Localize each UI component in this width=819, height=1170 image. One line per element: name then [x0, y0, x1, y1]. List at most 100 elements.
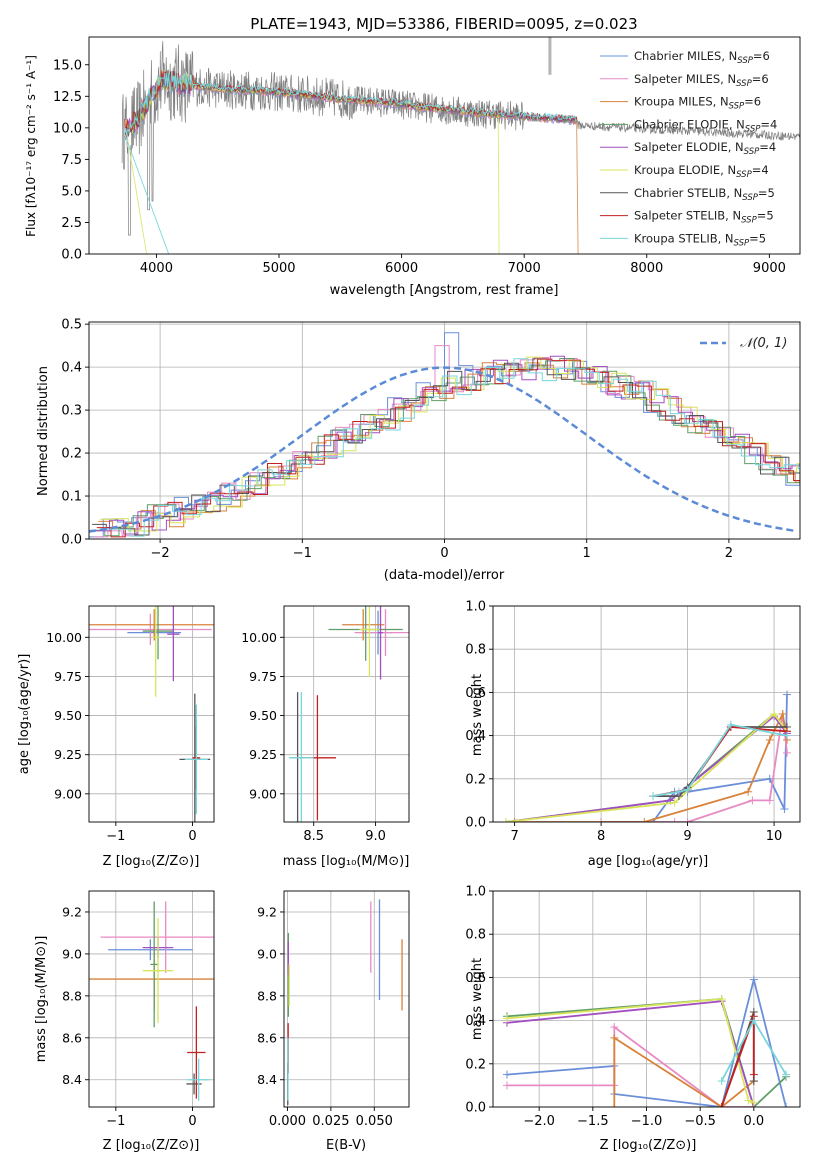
- y-tick-label: 0.8: [465, 643, 486, 658]
- legend-suffix: =5: [758, 186, 775, 200]
- age-vs-mass-plot: 8.5 9.0 9.00 9.25 9.50 9.75 10.00: [241, 605, 410, 844]
- legend-entry-salpeter_miles: Salpeter MILES, NSSP=6: [634, 72, 769, 89]
- legend-sub: SSP: [736, 170, 752, 180]
- legend-sub: SSP: [734, 238, 750, 248]
- y-tick-label: 9.2: [257, 904, 277, 919]
- weight-vs-z-xlabel: Z [log₁₀(Z/Z⊙)]: [600, 1138, 697, 1153]
- mass-vs-ebv-xlabel: E(B-V): [326, 1138, 366, 1153]
- x-tick-label: 7000: [508, 261, 541, 276]
- y-tick-label: 10.0: [53, 121, 82, 136]
- legend-sub: SSP: [744, 147, 760, 157]
- legend-suffix: =4: [759, 140, 776, 154]
- age-vs-z-plot: −1 0 9.00 9.25 9.50 9.75 10.00: [46, 605, 215, 844]
- residual-xlabel: (data-model)/error: [384, 568, 505, 583]
- y-tick-label: 9.00: [249, 786, 277, 801]
- axes-frame: [283, 605, 410, 823]
- x-tick-label: 0.000: [269, 1114, 306, 1129]
- x-tick-label: −1.0: [631, 1114, 663, 1129]
- y-tick-label: 10.00: [241, 630, 277, 645]
- legend-suffix: =5: [757, 209, 774, 223]
- weight-line-kroupa_miles: [514, 711, 788, 822]
- x-tick-label: 0: [188, 1114, 196, 1129]
- histogram-lines: [89, 332, 800, 538]
- legend-name: Kroupa STELIB, N: [634, 231, 734, 245]
- y-tick-label: 0.6: [465, 971, 486, 986]
- mass-vs-z-xlabel: Z [log₁₀(Z/Z⊙)]: [103, 1138, 200, 1153]
- y-tick-label: 8.8: [257, 988, 277, 1003]
- legend-sub: SSP: [745, 124, 761, 134]
- x-tick-label: −1.5: [577, 1114, 609, 1129]
- y-tick-label: 0.4: [465, 1014, 486, 1029]
- weight-vs-age-xlabel: age [log₁₀(age/yr)]: [588, 854, 709, 869]
- hist-chabrier_miles: [89, 332, 800, 538]
- axes-frame: [88, 321, 801, 540]
- x-tick-label: 8000: [630, 261, 663, 276]
- y-tick-label: 9.0: [62, 946, 82, 961]
- gaussian-curve: [89, 366, 798, 533]
- x-tick-label: 9: [683, 829, 691, 844]
- y-tick-label: 9.00: [54, 786, 82, 801]
- y-tick-label: 0.0: [465, 816, 486, 831]
- mass-vs-z-plot: −1 0 8.4 8.6 8.8 9.0 9.2: [62, 890, 215, 1129]
- x-tick-label: 0: [188, 829, 196, 844]
- y-tick-label: 0.1: [61, 490, 82, 505]
- y-tick-label: 1.0: [465, 885, 486, 900]
- y-tick-label: 9.50: [54, 708, 82, 723]
- x-tick-label: 4000: [140, 261, 173, 276]
- legend-sub: SSP: [729, 102, 745, 112]
- weight-vs-z-ylabel: mass weight: [470, 958, 485, 1040]
- y-tick-label: 0.4: [61, 361, 82, 376]
- weight-line-kroupa_elodie: [505, 712, 788, 822]
- y-tick-label: 0.2: [61, 447, 82, 462]
- weight-lines: [502, 975, 791, 1107]
- y-tick-label: 1.0: [465, 600, 486, 615]
- legend-entry-chabrier_miles: Chabrier MILES, NSSP=6: [634, 49, 770, 66]
- weight-lines: [501, 690, 792, 822]
- x-tick-label: 7: [510, 829, 518, 844]
- x-tick-label: 2: [725, 546, 733, 561]
- y-tick-label: 9.50: [249, 708, 277, 723]
- y-tick-label: 5.0: [61, 184, 82, 199]
- y-tick-label: 9.25: [54, 747, 82, 762]
- legend-entry-salpeter_stelib: Salpeter STELIB, NSSP=5: [634, 209, 774, 226]
- legend-sub: SSP: [741, 216, 757, 226]
- observed-spectrum-line: [121, 41, 800, 236]
- x-tick-label: 9.0: [365, 829, 386, 844]
- weight-line-chabrier_miles: [506, 979, 787, 1107]
- hist-salpeter_stelib: [96, 358, 800, 538]
- weight-line-kroupa_miles: [613, 1036, 755, 1107]
- legend-entry-chabrier_elodie: Chabrier ELODIE, NSSP=4: [634, 117, 777, 134]
- x-tick-label: 6000: [385, 261, 418, 276]
- weight-vs-z-plot: −2.0 −1.5 −1.0 −0.5 0.0 0.0 0.2 0.4 0.6 0.8 1.0: [465, 885, 801, 1129]
- legend-suffix: =4: [752, 163, 769, 177]
- x-tick-label: 0: [440, 546, 448, 561]
- axes-frame: [88, 605, 215, 823]
- y-tick-label: 10.00: [46, 630, 82, 645]
- weight-vs-age-ylabel: mass weight: [470, 674, 485, 756]
- errorbars: [89, 606, 214, 822]
- x-tick-label: −2.0: [523, 1114, 555, 1129]
- y-tick-label: 8.4: [62, 1072, 82, 1087]
- legend-name: Salpeter STELIB, N: [634, 209, 741, 223]
- y-tick-label: 0.8: [465, 928, 486, 943]
- legend-entry-salpeter_elodie: Salpeter ELODIE, NSSP=4: [634, 140, 776, 157]
- age-vs-z-xlabel: Z [log₁₀(Z/Z⊙)]: [103, 854, 200, 869]
- legend-name: Chabrier MILES, N: [634, 49, 737, 63]
- x-tick-label: −2: [151, 546, 170, 561]
- residual-ylabel: Normed distribution: [36, 366, 51, 496]
- y-tick-label: 12.5: [53, 90, 82, 105]
- errorbars: [89, 901, 214, 1101]
- x-tick-label: 10: [766, 829, 783, 844]
- y-tick-label: 8.6: [62, 1030, 82, 1045]
- legend-suffix: =6: [752, 72, 769, 86]
- spectrum-xlabel: wavelength [Angstrom, rest frame]: [330, 283, 559, 298]
- axes-frame: [492, 890, 801, 1108]
- weight-line-salpeter_elodie: [505, 714, 788, 822]
- legend-name: Chabrier ELODIE, N: [634, 117, 745, 131]
- spectrum-lines: [121, 37, 800, 254]
- y-tick-label: 2.5: [61, 216, 82, 231]
- y-tick-label: 8.4: [257, 1072, 277, 1087]
- hist-kroupa_elodie: [99, 356, 800, 532]
- age-vs-z-ylabel: age [log₁₀(age/yr)]: [17, 654, 32, 775]
